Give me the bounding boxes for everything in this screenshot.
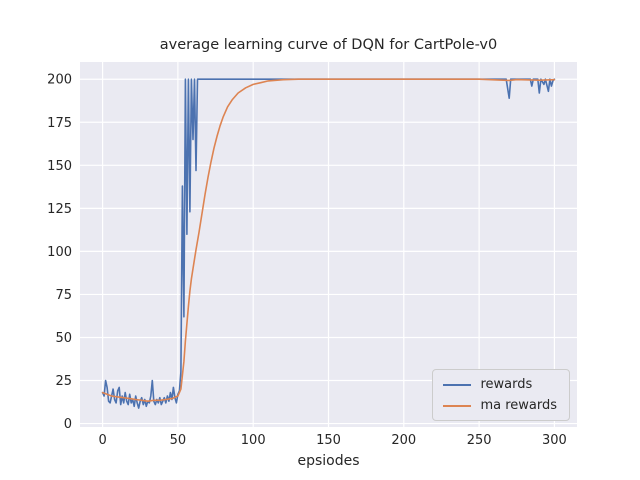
x-tick-label: 150 bbox=[316, 433, 341, 448]
rewards-line-swatch bbox=[443, 383, 472, 386]
x-tick-label: 50 bbox=[170, 433, 187, 448]
y-tick-label: 75 bbox=[55, 288, 72, 303]
y-tick-label: 150 bbox=[47, 159, 72, 174]
legend-item-ma-rewards: ma rewards bbox=[443, 399, 557, 412]
x-tick-label: 200 bbox=[391, 433, 416, 448]
y-tick-label: 25 bbox=[55, 374, 72, 389]
x-tick-label: 250 bbox=[467, 433, 492, 448]
x-axis-label: epsiodes bbox=[297, 453, 360, 469]
x-tick-label: 0 bbox=[98, 433, 106, 448]
y-tick-label: 0 bbox=[64, 417, 72, 432]
legend-item-rewards: rewards bbox=[443, 378, 557, 391]
chart-title: average learning curve of DQN for CartPo… bbox=[159, 37, 498, 53]
y-tick-label: 100 bbox=[47, 245, 72, 260]
y-tick-label: 175 bbox=[47, 116, 72, 131]
x-tick-label: 100 bbox=[241, 433, 266, 448]
y-tick-label: 200 bbox=[47, 73, 72, 88]
legend-label-rewards: rewards bbox=[480, 377, 533, 392]
legend-label-ma-rewards: ma rewards bbox=[480, 398, 557, 413]
x-tick-label: 300 bbox=[542, 433, 567, 448]
y-tick-label: 125 bbox=[47, 202, 72, 217]
y-tick-label: 50 bbox=[55, 331, 72, 346]
series-line-ma-rewards bbox=[101, 78, 556, 403]
series-line-rewards bbox=[101, 78, 556, 409]
ma-rewards-line-swatch bbox=[443, 404, 472, 407]
legend: rewards ma rewards bbox=[432, 369, 570, 421]
